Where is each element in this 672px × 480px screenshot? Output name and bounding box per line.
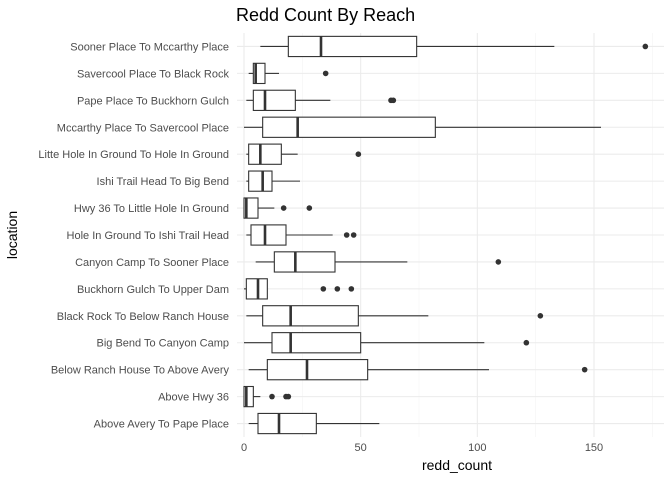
y-tick-label: Sooner Place To Mccarthy Place xyxy=(70,41,229,53)
y-tick-label: Pape Place To Buckhorn Gulch xyxy=(77,95,229,107)
y-axis-label: location xyxy=(4,211,20,259)
outlier-point xyxy=(306,205,313,211)
outlier-point xyxy=(280,205,287,211)
y-tick-label: Above Avery To Pape Place xyxy=(94,419,229,431)
box-iqr xyxy=(252,62,266,85)
outlier-point xyxy=(343,232,350,238)
y-tick-label: Mccarthy Place To Savercool Place xyxy=(57,122,229,134)
box-iqr xyxy=(248,143,282,165)
box-iqr xyxy=(262,116,436,138)
outlier-point xyxy=(355,151,362,157)
box-group xyxy=(244,332,530,354)
box-group xyxy=(246,224,357,246)
x-tick-labels: 0 50 100 150 xyxy=(241,442,603,454)
box-iqr xyxy=(248,170,273,192)
box-group xyxy=(260,35,649,58)
outlier-point xyxy=(269,393,275,400)
x-tick-label: 50 xyxy=(355,442,367,454)
box-iqr xyxy=(273,251,336,273)
y-tick-labels: Sooner Place To Mccarthy Place Savercool … xyxy=(38,41,229,430)
y-tick-label: Litte Hole In Ground To Hole In Ground xyxy=(38,149,229,161)
box-group xyxy=(248,359,588,381)
x-tick-label: 100 xyxy=(468,442,486,454)
outlier-point xyxy=(322,70,329,77)
y-tick-label: Below Ranch House To Above Avery xyxy=(51,365,230,377)
y-tick-label: Hole In Ground To Ishi Trail Head xyxy=(67,230,229,242)
box-series xyxy=(243,35,649,435)
outlier-point xyxy=(495,259,502,265)
outlier-point xyxy=(320,286,327,292)
box-iqr xyxy=(266,359,369,381)
x-axis-label: redd_count xyxy=(422,457,492,473)
outlier-point xyxy=(350,232,357,238)
box-group xyxy=(248,62,329,85)
box-group xyxy=(246,305,544,327)
x-tick-label: 0 xyxy=(241,442,247,454)
x-tick-label: 150 xyxy=(585,442,603,454)
box-group xyxy=(248,412,380,435)
outlier-point xyxy=(348,286,355,292)
y-tick-label: Ishi Trail Head To Big Bend xyxy=(97,176,229,188)
box-iqr xyxy=(250,224,287,246)
y-tick-label: Above Hwy 36 xyxy=(158,392,229,404)
box-group xyxy=(246,143,362,165)
y-tick-label: Black Rock To Below Ranch House xyxy=(57,311,229,323)
outlier-point xyxy=(334,286,341,292)
outlier-point xyxy=(581,366,588,373)
box-group xyxy=(244,278,355,300)
outlier-point xyxy=(285,393,292,400)
box-group xyxy=(243,197,313,219)
box-iqr xyxy=(257,412,317,435)
chart-title: Redd Count By Reach xyxy=(236,5,415,25)
box-group xyxy=(243,385,292,408)
box-group xyxy=(246,170,300,192)
box-iqr xyxy=(287,35,418,58)
y-tick-label: Big Bend To Canyon Camp xyxy=(97,338,230,350)
y-tick-label: Hwy 36 To Little Hole In Ground xyxy=(74,203,229,215)
box-group xyxy=(246,89,397,111)
box-iqr xyxy=(271,332,362,354)
outlier-point xyxy=(537,313,544,319)
box-iqr xyxy=(262,305,359,327)
outlier-point xyxy=(390,97,397,104)
outlier-point xyxy=(523,339,530,346)
box-iqr xyxy=(252,89,296,111)
box-iqr xyxy=(243,385,254,408)
box-group xyxy=(255,251,502,273)
y-tick-label: Savercool Place To Black Rock xyxy=(77,68,230,80)
outlier-point xyxy=(642,43,649,50)
box-group xyxy=(244,116,601,138)
y-tick-label: Buckhorn Gulch To Upper Dam xyxy=(77,284,229,296)
y-tick-label: Canyon Camp To Sooner Place xyxy=(75,257,229,269)
